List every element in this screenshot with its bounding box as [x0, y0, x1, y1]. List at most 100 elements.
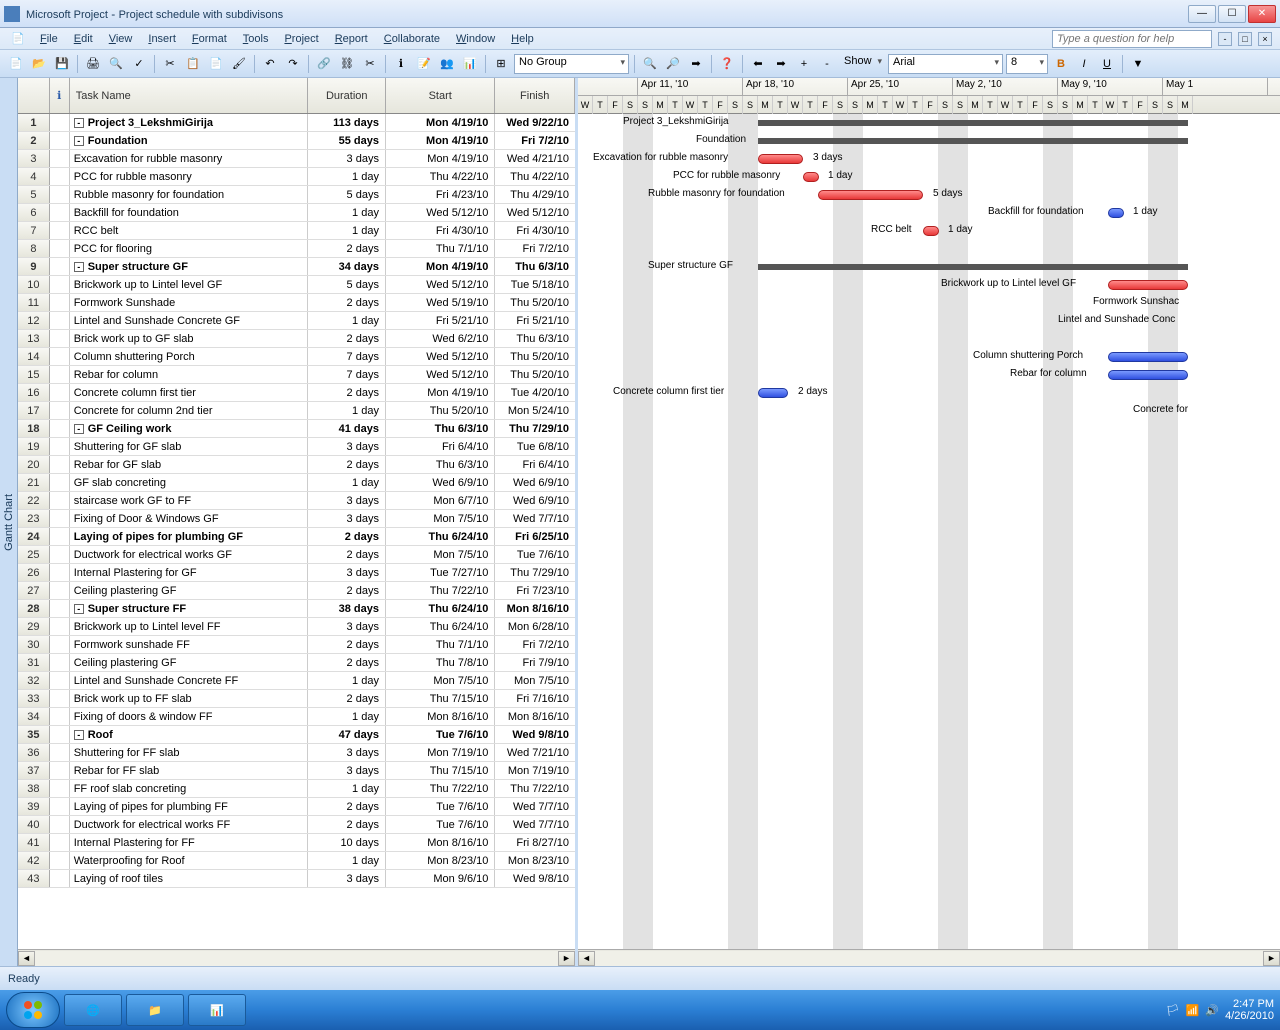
table-row[interactable]: 19Shuttering for GF slab3 daysFri 6/4/10…: [18, 438, 575, 456]
table-row[interactable]: 27Ceiling plastering GF2 daysThu 7/22/10…: [18, 582, 575, 600]
tray-network-icon[interactable]: 📶: [1186, 1004, 1200, 1017]
assign-icon[interactable]: 👥: [437, 54, 457, 74]
tray-volume-icon[interactable]: 🔊: [1205, 1004, 1219, 1017]
italic-icon[interactable]: I: [1074, 54, 1094, 74]
menu-window[interactable]: Window: [448, 31, 503, 47]
menu-edit[interactable]: Edit: [66, 31, 101, 47]
paste-icon[interactable]: 📄: [206, 54, 226, 74]
table-row[interactable]: 2-Foundation55 daysMon 4/19/10Fri 7/2/10: [18, 132, 575, 150]
outline-toggle[interactable]: -: [74, 136, 84, 146]
help-icon[interactable]: ❓: [717, 54, 737, 74]
table-row[interactable]: 30Formwork sunshade FF2 daysThu 7/1/10Fr…: [18, 636, 575, 654]
link-icon[interactable]: 🔗: [314, 54, 334, 74]
table-row[interactable]: 13Brick work up to GF slab2 daysWed 6/2/…: [18, 330, 575, 348]
table-row[interactable]: 26Internal Plastering for GF3 daysTue 7/…: [18, 564, 575, 582]
minimize-button[interactable]: —: [1188, 5, 1216, 23]
system-tray[interactable]: 🏳 📶 🔊 2:47 PM4/26/2010: [1166, 998, 1274, 1022]
undo-icon[interactable]: ↶: [260, 54, 280, 74]
gantt-bar[interactable]: [758, 120, 1188, 126]
close-button[interactable]: ✕: [1248, 5, 1276, 23]
table-row[interactable]: 43Laying of roof tiles3 daysMon 9/6/10We…: [18, 870, 575, 888]
table-row[interactable]: 8PCC for flooring2 daysThu 7/1/10Fri 7/2…: [18, 240, 575, 258]
gantt-bar[interactable]: [818, 190, 923, 200]
gantt-bar[interactable]: [758, 264, 1188, 270]
print-icon[interactable]: 🖨: [83, 54, 103, 74]
format-icon[interactable]: 🖌: [229, 54, 249, 74]
outdent-icon[interactable]: ⬅: [748, 54, 768, 74]
new-icon[interactable]: 📄: [6, 54, 26, 74]
table-row[interactable]: 29Brickwork up to Lintel level FF3 daysT…: [18, 618, 575, 636]
col-rownum[interactable]: [18, 78, 50, 113]
mdi-restore[interactable]: □: [1238, 32, 1252, 46]
table-row[interactable]: 18-GF Ceiling work41 daysThu 6/3/10Thu 7…: [18, 420, 575, 438]
table-row[interactable]: 16Concrete column first tier2 daysMon 4/…: [18, 384, 575, 402]
cut-icon[interactable]: ✂: [160, 54, 180, 74]
col-start[interactable]: Start: [386, 78, 495, 113]
bold-icon[interactable]: B: [1051, 54, 1071, 74]
table-row[interactable]: 33Brick work up to FF slab2 daysThu 7/15…: [18, 690, 575, 708]
gantt-bar[interactable]: [1108, 208, 1124, 218]
gantt-hscroll[interactable]: ◄►: [578, 949, 1280, 966]
table-row[interactable]: 11Formwork Sunshade2 daysWed 5/19/10Thu …: [18, 294, 575, 312]
table-row[interactable]: 31Ceiling plastering GF2 daysThu 7/8/10F…: [18, 654, 575, 672]
table-row[interactable]: 36Shuttering for FF slab3 daysMon 7/19/1…: [18, 744, 575, 762]
outline-toggle[interactable]: -: [74, 118, 84, 128]
table-row[interactable]: 23Fixing of Door & Windows GF3 daysMon 7…: [18, 510, 575, 528]
table-row[interactable]: 35-Roof47 daysTue 7/6/10Wed 9/8/10: [18, 726, 575, 744]
view-tab[interactable]: Gantt Chart: [0, 78, 18, 966]
table-row[interactable]: 14Column shuttering Porch7 daysWed 5/12/…: [18, 348, 575, 366]
table-row[interactable]: 12Lintel and Sunshade Concrete GF1 dayFr…: [18, 312, 575, 330]
menu-file[interactable]: File: [32, 31, 66, 47]
help-search[interactable]: [1052, 30, 1212, 48]
split-icon[interactable]: ✂: [360, 54, 380, 74]
table-row[interactable]: 6Backfill for foundation1 dayWed 5/12/10…: [18, 204, 575, 222]
col-duration[interactable]: Duration: [308, 78, 386, 113]
save-icon[interactable]: 💾: [52, 54, 72, 74]
table-row[interactable]: 7RCC belt1 dayFri 4/30/10Fri 4/30/10: [18, 222, 575, 240]
outline-toggle[interactable]: -: [74, 424, 84, 434]
underline-icon[interactable]: U: [1097, 54, 1117, 74]
table-row[interactable]: 3Excavation for rubble masonry3 daysMon …: [18, 150, 575, 168]
zoomin-icon[interactable]: 🔎: [663, 54, 683, 74]
redo-icon[interactable]: ↷: [283, 54, 303, 74]
table-row[interactable]: 5Rubble masonry for foundation5 daysFri …: [18, 186, 575, 204]
unlink-icon[interactable]: ⛓: [337, 54, 357, 74]
note-icon[interactable]: 📝: [414, 54, 434, 74]
gantt-bar[interactable]: [758, 154, 803, 164]
table-row[interactable]: 28-Super structure FF38 daysThu 6/24/10M…: [18, 600, 575, 618]
table-row[interactable]: 10Brickwork up to Lintel level GF5 daysW…: [18, 276, 575, 294]
goto-icon[interactable]: ➡: [686, 54, 706, 74]
col-info[interactable]: ℹ: [50, 78, 70, 113]
menu-help[interactable]: Help: [503, 31, 542, 47]
start-button[interactable]: [6, 992, 60, 1028]
menu-tools[interactable]: Tools: [235, 31, 277, 47]
gantt-bar[interactable]: [1108, 280, 1188, 290]
grid-hscroll[interactable]: ◄►: [18, 949, 575, 966]
doc-icon[interactable]: 📄: [8, 29, 28, 49]
gantt-bar[interactable]: [803, 172, 819, 182]
tray-flag-icon[interactable]: 🏳: [1166, 1004, 1180, 1017]
col-finish[interactable]: Finish: [495, 78, 575, 113]
menu-insert[interactable]: Insert: [140, 31, 184, 47]
table-row[interactable]: 38FF roof slab concreting1 dayThu 7/22/1…: [18, 780, 575, 798]
table-row[interactable]: 9-Super structure GF34 daysMon 4/19/10Th…: [18, 258, 575, 276]
table-row[interactable]: 25Ductwork for electrical works GF2 days…: [18, 546, 575, 564]
menu-collaborate[interactable]: Collaborate: [376, 31, 448, 47]
table-row[interactable]: 34Fixing of doors & window FF1 dayMon 8/…: [18, 708, 575, 726]
gantt-bar[interactable]: [758, 388, 788, 398]
table-row[interactable]: 1-Project 3_LekshmiGirija113 daysMon 4/1…: [18, 114, 575, 132]
menu-project[interactable]: Project: [276, 31, 326, 47]
table-row[interactable]: 22staircase work GF to FF3 daysMon 6/7/1…: [18, 492, 575, 510]
menu-format[interactable]: Format: [184, 31, 235, 47]
mdi-minimize[interactable]: -: [1218, 32, 1232, 46]
gantt-bar[interactable]: [1108, 370, 1188, 380]
hidesub-icon[interactable]: -: [817, 54, 837, 74]
gantt-bar[interactable]: [758, 138, 1188, 144]
col-taskname[interactable]: Task Name: [70, 78, 309, 113]
table-row[interactable]: 24Laying of pipes for plumbing GF2 daysT…: [18, 528, 575, 546]
font-combo[interactable]: Arial: [888, 54, 1003, 74]
group-combo[interactable]: No Group: [514, 54, 629, 74]
showsub-icon[interactable]: +: [794, 54, 814, 74]
spell-icon[interactable]: ✓: [129, 54, 149, 74]
table-row[interactable]: 17Concrete for column 2nd tier1 dayThu 5…: [18, 402, 575, 420]
